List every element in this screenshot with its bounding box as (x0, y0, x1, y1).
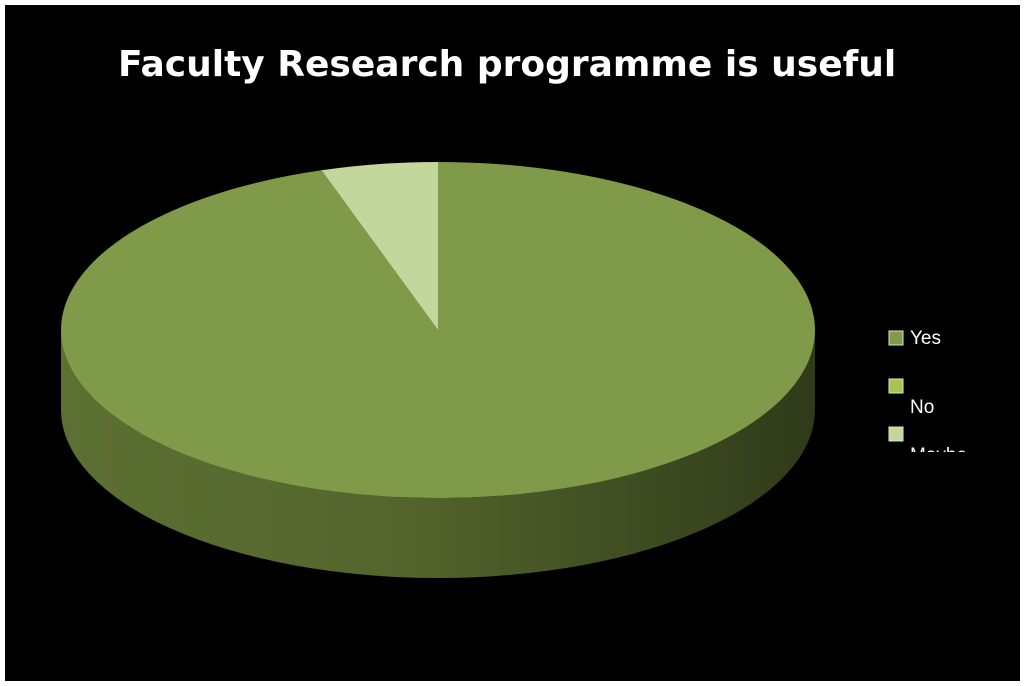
legend: Yes No Maybe (888, 328, 967, 466)
slice (321, 162, 438, 330)
legend-swatch (888, 330, 904, 346)
legend-swatch (888, 378, 904, 394)
slice (60, 162, 815, 498)
legend-label: No (910, 397, 934, 418)
pie (60, 162, 815, 578)
chart-title: Faculty Research programme is useful (118, 44, 896, 85)
legend-swatch (888, 426, 904, 442)
legend-label: Maybe (910, 445, 967, 466)
slice-side (61, 330, 815, 578)
legend-label: Yes (910, 328, 941, 349)
